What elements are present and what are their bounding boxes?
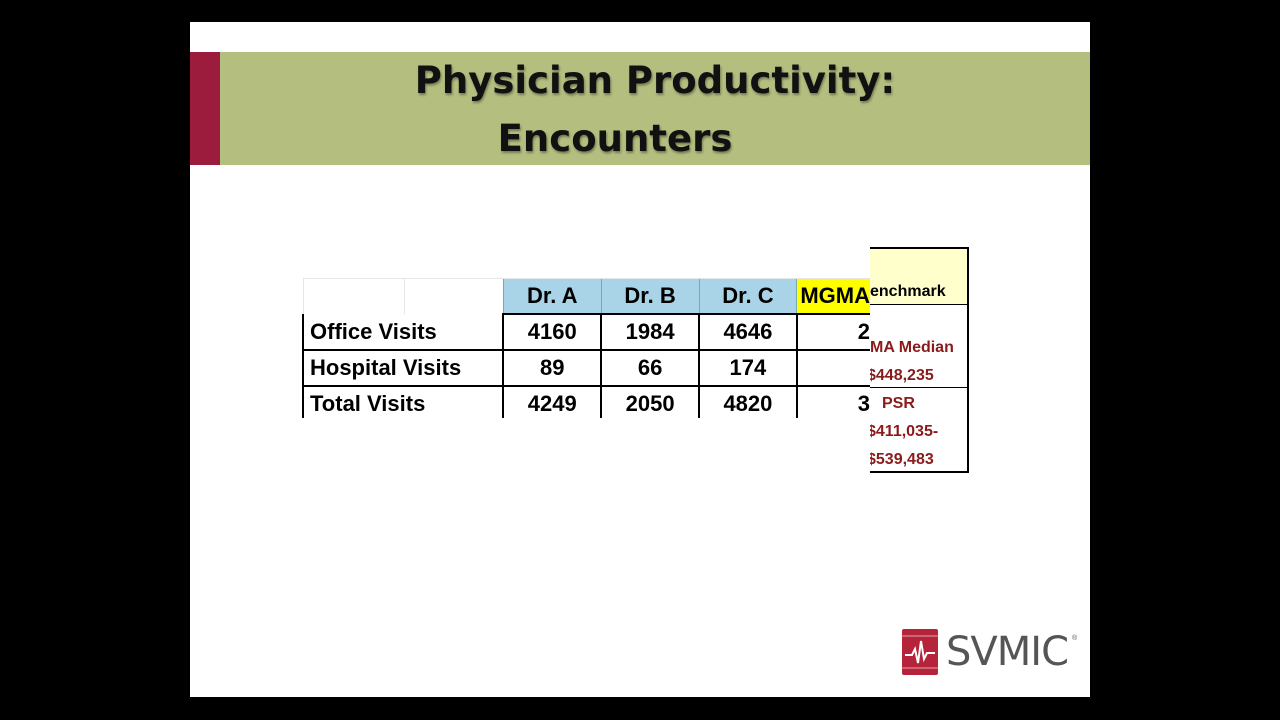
benchmark-box: enchmark MA Median $448,235 PSR $411,035… bbox=[870, 247, 969, 473]
title-accent-bar bbox=[190, 52, 220, 165]
cell-value: 174 bbox=[698, 350, 797, 387]
cell-value bbox=[795, 350, 870, 387]
header-mgma: MGMA bbox=[796, 278, 870, 315]
benchmark-psr-cell: PSR $411,035- $539,483 bbox=[870, 388, 967, 470]
cell-value: 1984 bbox=[600, 314, 699, 351]
benchmark-psr-range-high: $539,483 bbox=[870, 451, 934, 468]
header-dr-a: Dr. A bbox=[502, 278, 602, 315]
benchmark-mgma-cell: MA Median $448,235 bbox=[870, 305, 967, 388]
benchmark-mgma-value: $448,235 bbox=[870, 367, 934, 384]
table-row: Total Visits 4249 2050 4820 3 bbox=[302, 386, 870, 418]
cell-value: 4646 bbox=[698, 314, 797, 351]
row-label: Hospital Visits bbox=[302, 350, 504, 387]
row-label: Total Visits bbox=[302, 386, 504, 418]
benchmark-psr-range-low: $411,035- bbox=[870, 423, 939, 440]
title-line-1: Physician Productivity: bbox=[414, 59, 896, 102]
header-dr-c: Dr. C bbox=[698, 278, 797, 315]
table-row: Hospital Visits 89 66 174 bbox=[302, 350, 870, 387]
table-clip: Dr. A Dr. B Dr. C MGMA Office Visits 416… bbox=[302, 278, 870, 418]
benchmark-header-text: enchmark bbox=[870, 283, 946, 300]
cell-value: 66 bbox=[600, 350, 699, 387]
encounters-table: Dr. A Dr. B Dr. C MGMA Office Visits 416… bbox=[302, 278, 870, 418]
header-empty-cell bbox=[302, 278, 405, 314]
title-line-2: Encounters bbox=[497, 117, 733, 160]
cell-value: 3 bbox=[795, 386, 870, 418]
cell-value: 4820 bbox=[698, 386, 797, 418]
slide: Physician Productivity: Encounters Dr. A… bbox=[190, 22, 1090, 697]
benchmark-mgma-label: MA Median bbox=[870, 339, 954, 356]
header-dr-b: Dr. B bbox=[600, 278, 699, 315]
cell-value: 2050 bbox=[600, 386, 699, 418]
header-empty-cell bbox=[404, 278, 504, 314]
logo-text: SVMIC bbox=[946, 629, 1069, 675]
table-row: Office Visits 4160 1984 4646 2 bbox=[302, 314, 870, 351]
title-bar: Physician Productivity: Encounters bbox=[190, 52, 1090, 165]
slide-title: Physician Productivity: Encounters bbox=[220, 52, 1090, 165]
cell-value: 2 bbox=[795, 314, 870, 351]
cell-value: 89 bbox=[502, 350, 602, 387]
table-header-row: Dr. A Dr. B Dr. C MGMA bbox=[302, 278, 870, 315]
row-label: Office Visits bbox=[302, 314, 504, 351]
svmic-logo: SVMIC ® bbox=[902, 627, 1082, 677]
benchmark-header: enchmark bbox=[870, 249, 967, 305]
logo-trademark: ® bbox=[1072, 635, 1078, 642]
benchmark-psr-label: PSR bbox=[882, 395, 915, 412]
cell-value: 4249 bbox=[502, 386, 602, 418]
heartbeat-icon bbox=[902, 629, 938, 675]
cell-value: 4160 bbox=[502, 314, 602, 351]
